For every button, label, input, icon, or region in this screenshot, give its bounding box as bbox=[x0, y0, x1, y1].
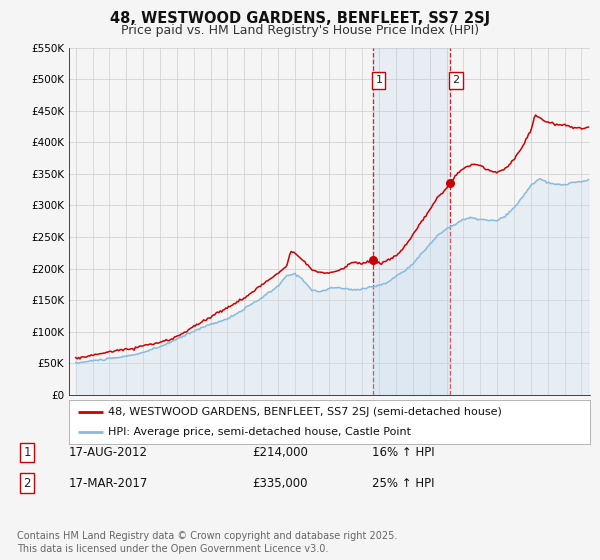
Text: 16% ↑ HPI: 16% ↑ HPI bbox=[372, 446, 434, 459]
Text: 25% ↑ HPI: 25% ↑ HPI bbox=[372, 477, 434, 490]
Bar bbox=[373, 48, 450, 395]
Text: Contains HM Land Registry data © Crown copyright and database right 2025.
This d: Contains HM Land Registry data © Crown c… bbox=[17, 531, 397, 554]
Text: 17-AUG-2012: 17-AUG-2012 bbox=[69, 446, 148, 459]
Text: 2: 2 bbox=[23, 477, 31, 490]
Text: 17-MAR-2017: 17-MAR-2017 bbox=[69, 477, 148, 490]
Text: HPI: Average price, semi-detached house, Castle Point: HPI: Average price, semi-detached house,… bbox=[108, 427, 411, 437]
Text: 1: 1 bbox=[23, 446, 31, 459]
Text: 2: 2 bbox=[452, 76, 460, 86]
Text: 1: 1 bbox=[376, 76, 382, 86]
Text: 48, WESTWOOD GARDENS, BENFLEET, SS7 2SJ (semi-detached house): 48, WESTWOOD GARDENS, BENFLEET, SS7 2SJ … bbox=[108, 407, 502, 417]
Text: £335,000: £335,000 bbox=[252, 477, 308, 490]
Text: £214,000: £214,000 bbox=[252, 446, 308, 459]
Text: 48, WESTWOOD GARDENS, BENFLEET, SS7 2SJ: 48, WESTWOOD GARDENS, BENFLEET, SS7 2SJ bbox=[110, 11, 490, 26]
Text: Price paid vs. HM Land Registry's House Price Index (HPI): Price paid vs. HM Land Registry's House … bbox=[121, 24, 479, 36]
